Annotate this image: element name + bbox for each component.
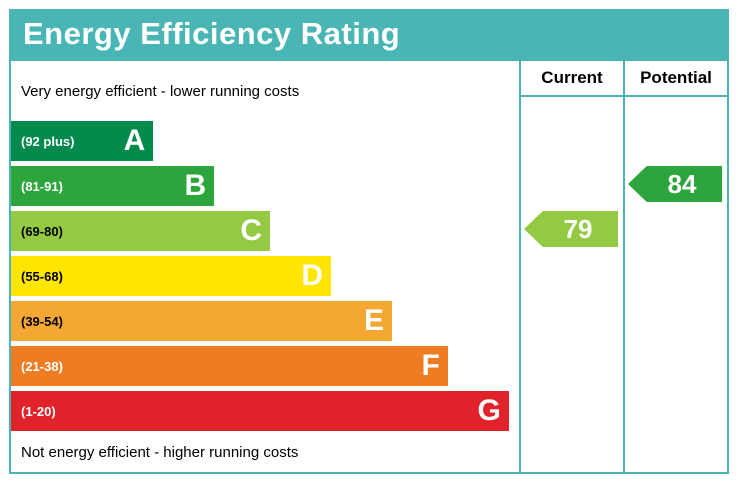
band-bar-b: (81-91) B [11,166,215,206]
band-letter: C [240,214,263,247]
band-range-label: (39-54) [21,313,63,329]
band-row-f: (21-38) F [11,346,519,386]
potential-rating-arrow: 84 [628,166,722,202]
band-range-label: (81-91) [21,178,63,194]
band-letter: G [477,394,501,427]
band-bar-a: (92 plus) A [11,121,154,161]
current-column: Current 79 [519,61,623,472]
band-range-label: (21-38) [21,358,63,374]
current-body: 79 [521,97,623,472]
band-bar-f: (21-38) F [11,346,448,386]
band-row-c: (69-80) C [11,211,519,251]
current-rating-arrow: 79 [524,211,618,247]
band-row-a: (92 plus) A [11,121,519,161]
current-rating-value: 79 [563,213,593,244]
bands-area: Very energy efficient - lower running co… [11,61,519,472]
top-note: Very energy efficient - lower running co… [21,82,300,100]
bottom-note: Not energy efficient - higher running co… [21,444,299,461]
title-bar: Energy Efficiency Rating [9,9,729,59]
band-letter: D [301,259,324,292]
potential-rating-value: 84 [667,168,697,199]
band-range-label: (55-68) [21,268,63,284]
potential-header: Potential [625,61,727,97]
potential-column: Potential 84 [623,61,727,472]
band-range-label: (92 plus) [21,133,75,149]
current-header: Current [521,61,623,97]
band-bar-d: (55-68) D [11,256,332,296]
band-row-d: (55-68) D [11,256,519,296]
band-row-g: (1-20) G [11,391,519,431]
band-range-label: (1-20) [21,403,56,419]
potential-body: 84 [625,97,727,472]
band-letter: A [123,124,146,157]
bands-list: (92 plus) A (81-91) B (69-80) C [11,121,519,436]
band-bar-c: (69-80) C [11,211,271,251]
band-letter: F [421,349,440,382]
band-range-label: (69-80) [21,223,63,239]
band-letter: E [363,304,384,337]
band-row-e: (39-54) E [11,301,519,341]
band-letter: B [184,169,207,202]
band-bar-g: (1-20) G [11,391,509,431]
band-row-b: (81-91) B [11,166,519,206]
band-bar-e: (39-54) E [11,301,392,341]
page-title: Energy Efficiency Rating [23,16,401,51]
chart-box: Very energy efficient - lower running co… [9,59,729,474]
